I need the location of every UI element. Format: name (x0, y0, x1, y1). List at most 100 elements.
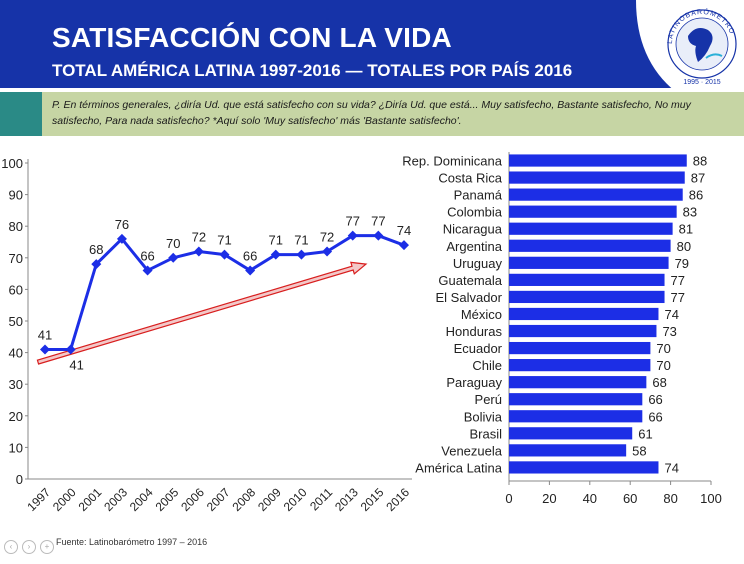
data-point (270, 249, 281, 260)
y-tick-label: 10 (9, 440, 23, 455)
bar (509, 444, 627, 457)
y-tick-label: 70 (9, 251, 23, 266)
category-label: El Salvador (436, 290, 503, 305)
x-tick-label: 1997 (24, 485, 53, 514)
bar (509, 410, 643, 423)
category-label: Venezuela (441, 443, 502, 458)
data-label: 80 (677, 239, 691, 254)
data-point (142, 265, 153, 276)
data-point (168, 252, 179, 263)
x-tick-label: 80 (663, 491, 677, 506)
category-label: Perú (475, 392, 502, 407)
x-tick-label: 2003 (101, 485, 130, 514)
data-label: 83 (683, 205, 697, 220)
bar (509, 222, 673, 235)
question-text: P. En términos generales, ¿diría Ud. que… (52, 99, 691, 127)
data-label: 71 (217, 233, 231, 248)
data-label: 41 (69, 357, 83, 372)
bar (509, 256, 669, 269)
data-point (65, 344, 76, 355)
y-tick-label: 30 (9, 377, 23, 392)
slide-nav-controls[interactable]: ‹ › + (4, 536, 58, 554)
data-label: 72 (192, 229, 206, 244)
data-label: 79 (675, 256, 689, 271)
bar (509, 324, 657, 338)
data-label: 76 (115, 217, 129, 232)
question-box: P. En términos generales, ¿diría Ud. que… (0, 92, 744, 136)
data-point (296, 249, 307, 260)
category-label: Ecuador (454, 341, 503, 356)
y-tick-label: 60 (9, 282, 23, 297)
x-tick-label: 2008 (229, 485, 258, 514)
data-label: 73 (662, 324, 676, 339)
category-label: Chile (472, 358, 502, 373)
zoom-icon[interactable]: + (40, 540, 54, 554)
category-label: Bolivia (464, 409, 503, 424)
x-tick-label: 2009 (255, 485, 284, 514)
data-label: 74 (664, 307, 678, 322)
category-label: Brasil (469, 426, 502, 441)
x-tick-label: 20 (542, 491, 556, 506)
header-banner: SATISFACCIÓN CON LA VIDA TOTAL AMÉRICA L… (0, 0, 744, 88)
x-tick-label: 60 (623, 491, 637, 506)
data-label: 81 (679, 222, 693, 237)
y-tick-label: 40 (9, 346, 23, 361)
latinobarometro-logo: LATINOBARÓMETRO 1995 · 2015 (636, 0, 744, 92)
data-label: 61 (638, 426, 652, 441)
bar (509, 461, 659, 474)
category-label: México (461, 307, 502, 322)
bar (509, 205, 677, 218)
category-label: Honduras (446, 324, 503, 339)
category-label: Colombia (447, 205, 503, 220)
trend-arrow (36, 261, 368, 365)
data-label: 66 (648, 392, 662, 407)
data-label: 71 (294, 233, 308, 248)
data-label: 58 (632, 443, 646, 458)
data-label: 86 (689, 188, 703, 203)
x-tick-label: 2004 (127, 485, 156, 514)
x-tick-label: 40 (583, 491, 597, 506)
data-point (219, 249, 230, 260)
data-label: 68 (89, 242, 103, 257)
question-accent (0, 92, 42, 136)
data-point (116, 233, 127, 244)
bar (509, 376, 647, 389)
data-label: 88 (693, 154, 707, 169)
source-note: Fuente: Latinobarómetro 1997 – 2016 (56, 537, 208, 547)
next-icon[interactable]: › (22, 540, 36, 554)
data-label: 66 (243, 248, 257, 263)
data-label: 70 (166, 236, 180, 251)
x-tick-label: 2001 (76, 485, 105, 514)
data-label: 77 (345, 214, 359, 229)
data-label: 70 (656, 358, 670, 373)
y-tick-label: 50 (9, 314, 23, 329)
category-label: Argentina (446, 239, 502, 254)
data-point (347, 230, 358, 241)
x-tick-label: 2006 (178, 485, 207, 514)
data-label: 77 (371, 214, 385, 229)
y-tick-label: 20 (9, 409, 23, 424)
prev-icon[interactable]: ‹ (4, 540, 18, 554)
category-label: Costa Rica (438, 171, 502, 186)
question-panel: P. En términos generales, ¿diría Ud. que… (42, 92, 744, 136)
x-tick-label: 100 (700, 491, 722, 506)
x-tick-label: 2013 (332, 485, 361, 514)
bar (509, 290, 665, 304)
bar (509, 307, 659, 321)
x-tick-label: 2010 (281, 485, 310, 514)
logo-years: 1995 · 2015 (683, 79, 720, 86)
bar (509, 393, 643, 406)
x-tick-label: 2016 (383, 485, 412, 514)
page-title: SATISFACCIÓN CON LA VIDA (52, 22, 452, 53)
x-tick-label: 2015 (358, 485, 387, 514)
y-tick-label: 80 (9, 219, 23, 234)
line-chart: 0102030405060708090100199720002001200320… (1, 156, 412, 514)
category-label: Uruguay (453, 256, 503, 271)
y-tick-label: 100 (1, 156, 23, 171)
data-label: 68 (652, 375, 666, 390)
bar (509, 359, 651, 372)
data-point (399, 240, 409, 251)
page-subtitle: TOTAL AMÉRICA LATINA 1997-2016 — TOTALES… (52, 61, 573, 80)
data-label: 41 (38, 327, 52, 342)
